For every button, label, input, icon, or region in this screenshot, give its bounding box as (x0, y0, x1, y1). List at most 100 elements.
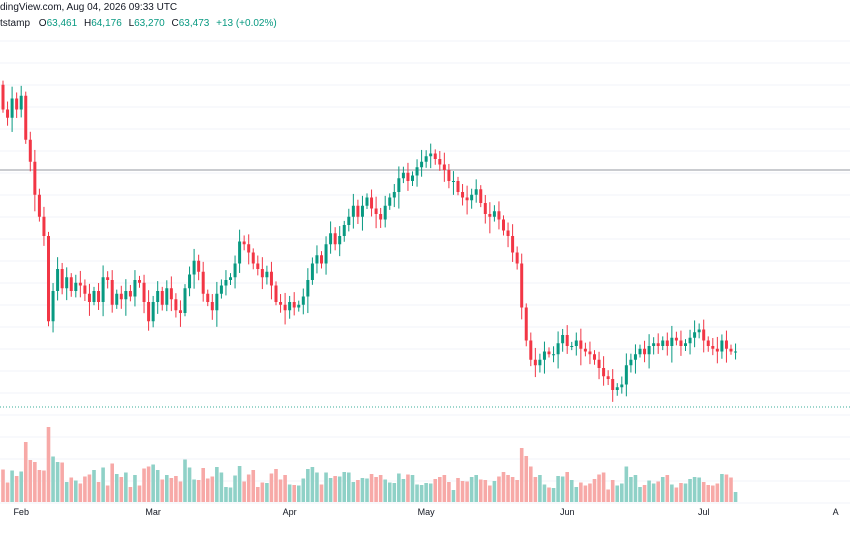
volume-bar (410, 475, 415, 502)
volume-bar (210, 476, 215, 502)
volume-bar (510, 477, 515, 502)
candle-body (665, 340, 669, 346)
volume-bar (14, 476, 19, 502)
volume-bar (215, 467, 219, 502)
volume-bar (19, 471, 23, 502)
volume-bar (492, 481, 497, 502)
x-tick-label: May (418, 507, 436, 517)
volume-bar (679, 483, 683, 502)
candle-body (351, 205, 355, 217)
volume-bar (515, 480, 519, 502)
candle-body (338, 236, 342, 245)
x-tick-label: A (833, 507, 839, 517)
candle-body (33, 161, 37, 195)
grid (0, 40, 850, 504)
candle-body (147, 302, 151, 322)
volume-bar (10, 470, 14, 502)
volume-bar (219, 472, 224, 502)
volume-bar (720, 474, 724, 502)
candle-body (274, 285, 278, 302)
candle-body (620, 384, 624, 388)
volume-bar (315, 472, 319, 502)
volume-bar (296, 485, 301, 502)
volume-bar (256, 487, 260, 502)
candle-body (106, 277, 110, 280)
candle-body (661, 340, 665, 346)
volume-bar (196, 480, 201, 502)
volume-bar (96, 482, 101, 502)
candle-body (611, 379, 615, 390)
volume-bar (228, 487, 233, 502)
candle-body (524, 307, 528, 341)
candle-body (74, 282, 78, 291)
candle-body (379, 214, 383, 220)
candle-body (511, 236, 515, 253)
volume-bar (69, 477, 74, 502)
candle-body (306, 280, 310, 297)
candle-body (260, 269, 264, 278)
candle-body (347, 216, 351, 225)
volume-bar (474, 475, 478, 502)
volume-bar (369, 474, 374, 502)
candle-body (383, 205, 387, 220)
ohlc-close: C63,473 (171, 18, 210, 29)
candle-body (165, 288, 169, 305)
volume-bar (265, 483, 269, 502)
volume-bar (651, 483, 656, 502)
candle-body (10, 98, 14, 118)
candle-body (242, 241, 246, 245)
candle-body (579, 340, 583, 349)
candle-body (83, 285, 87, 294)
candle-body (411, 175, 414, 181)
volume-bar (260, 482, 265, 502)
volume-bar (642, 485, 647, 502)
candle-body (647, 346, 651, 355)
volume-bar (233, 475, 237, 502)
volume-bar (337, 476, 342, 502)
candle-body (538, 359, 542, 366)
volume-bar (601, 472, 606, 502)
volume-bar (155, 470, 160, 502)
candle-body (87, 293, 91, 302)
candle-body (265, 271, 269, 278)
candle-body (315, 255, 319, 264)
volume-bar (83, 476, 87, 502)
volume-bar (46, 427, 51, 502)
volume-bar (383, 479, 387, 502)
candle-body (593, 354, 596, 360)
candle-body (219, 285, 223, 294)
candle-body (101, 277, 105, 302)
candle-body (529, 340, 533, 360)
x-tick-label: Jun (560, 507, 575, 517)
candle-body (397, 178, 401, 192)
candle-body (715, 348, 719, 352)
volume-bar (37, 470, 42, 502)
volume-bar (551, 488, 556, 502)
candle-body (734, 351, 738, 353)
candle-body (301, 296, 305, 305)
candles (1, 80, 738, 402)
candle-body (515, 252, 519, 264)
candle-body (697, 329, 701, 333)
candle-body (156, 291, 160, 302)
candle-body (656, 343, 660, 346)
candle-body (333, 233, 337, 245)
volume-bar (23, 442, 28, 502)
volume-bar (224, 487, 228, 502)
volume-bar (424, 483, 428, 502)
candle-body (606, 376, 610, 379)
volume-bar (365, 478, 369, 502)
candle-body (288, 302, 292, 311)
volume-bar (588, 483, 592, 502)
volume-bar (415, 484, 419, 502)
candle-body (702, 329, 706, 341)
candle-body (447, 170, 451, 181)
candle-body (406, 172, 410, 181)
candle-body (711, 346, 715, 349)
volume-bar (301, 478, 306, 502)
candle-body (92, 291, 96, 302)
candle-body (520, 263, 524, 308)
volume-bar (342, 472, 347, 502)
volume-bar (711, 485, 715, 502)
